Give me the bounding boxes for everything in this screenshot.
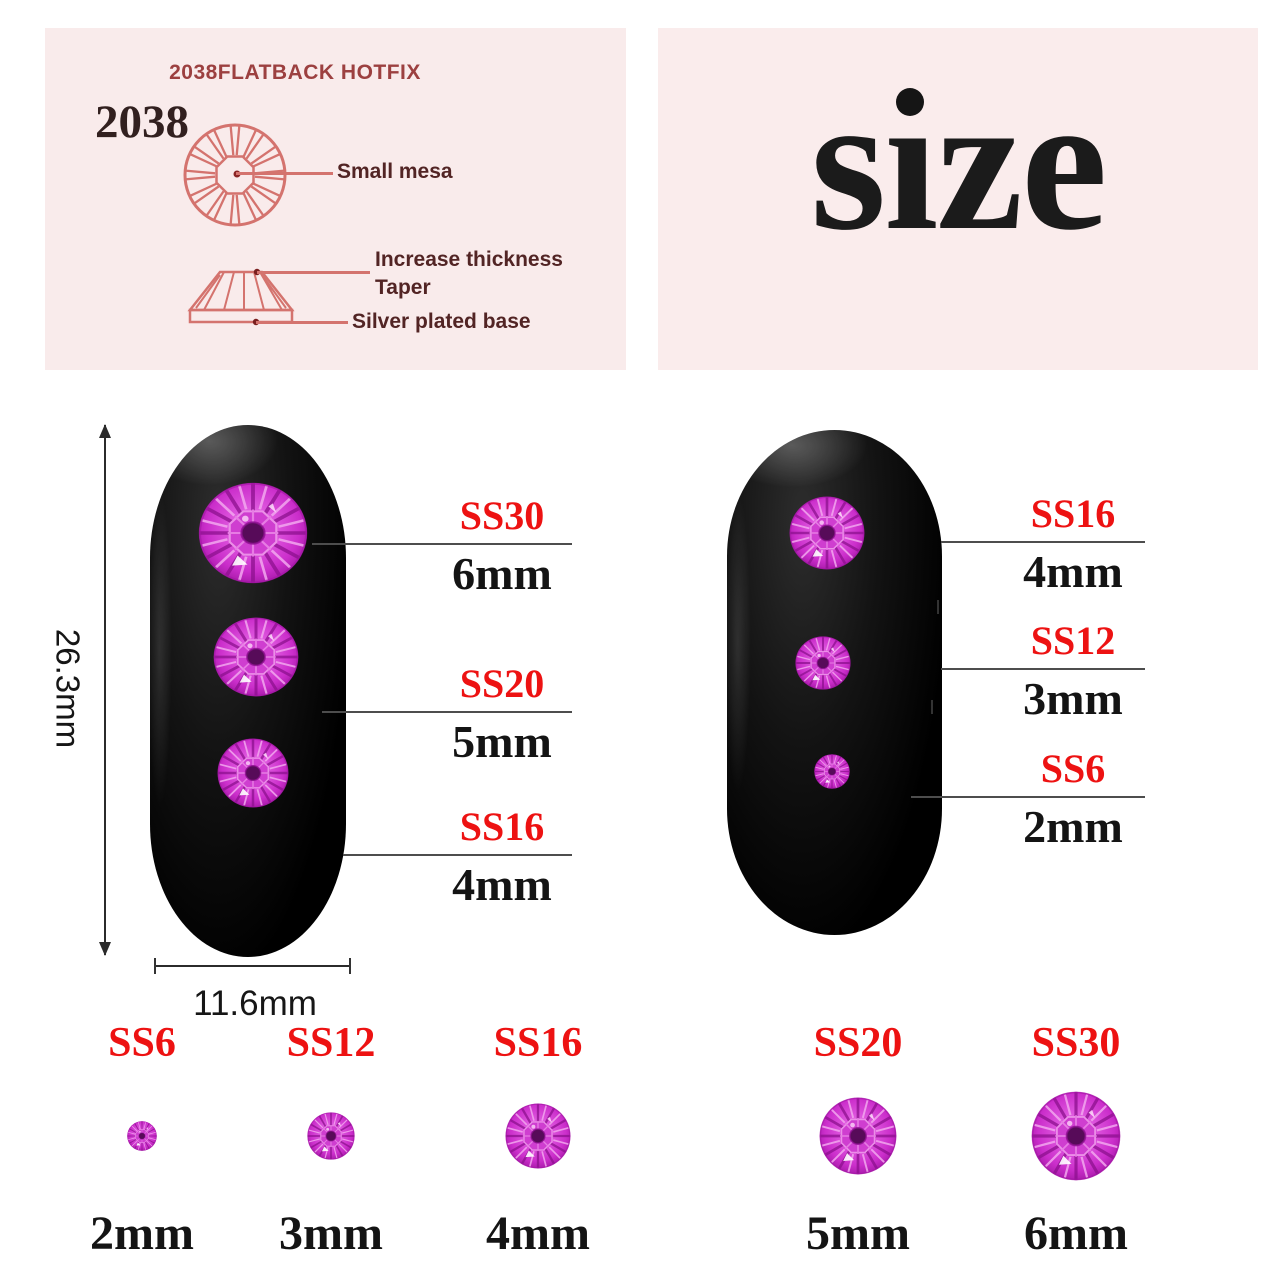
spec-panel-title: 2038FLATBACK HOTFIX: [169, 61, 421, 84]
height-dimension-arrow-top: [99, 424, 111, 438]
rhinestone-icon: [1031, 1091, 1121, 1181]
rhinestone-icon: [795, 636, 851, 690]
height-dimension-line: [104, 425, 106, 955]
rhinestone-icon: [127, 1121, 157, 1151]
small-mesa-label: Small mesa: [337, 160, 453, 183]
nail-right: [727, 430, 942, 935]
rhinestone-top-view-diagram: [183, 123, 287, 227]
callout-line: [312, 543, 572, 545]
callout-diameter: 4mm: [452, 859, 552, 910]
callout-line: [941, 668, 1145, 670]
size-chart-diameter: 6mm: [1024, 1207, 1128, 1260]
callout-size-code: SS16: [1030, 491, 1116, 536]
size-chart-diameter: 3mm: [279, 1207, 383, 1260]
size-chart-code: SS30: [1031, 1020, 1121, 1066]
callout-size-code: SS6: [1040, 746, 1106, 791]
spec-panel: 2038FLATBACK HOTFIX 2038 Small mesa Incr…: [45, 28, 626, 370]
small-mesa-leader-line: [236, 172, 333, 175]
callout-size-code: SS20: [459, 661, 545, 706]
callout-line: [343, 854, 572, 856]
width-dimension-tick-right: [349, 958, 351, 974]
size-chart-diameter: 5mm: [806, 1207, 910, 1260]
rhinestone-icon: [198, 482, 308, 584]
rhinestone-icon: [217, 738, 289, 808]
width-dimension-label: 11.6mm: [193, 984, 317, 1023]
rhinestone-icon: [819, 1097, 897, 1175]
callout-diameter: 5mm: [452, 716, 552, 767]
rhinestone-icon: [213, 617, 299, 697]
silver-plated-base-label: Silver plated base: [352, 310, 531, 333]
callout-size-code: SS16: [459, 804, 545, 849]
size-chart-code: SS20: [813, 1020, 903, 1066]
size-chart-code: SS6: [108, 1020, 176, 1066]
callout-diameter: 4mm: [1023, 546, 1123, 597]
rhinestone-icon: [789, 496, 865, 570]
size-panel: sıze: [658, 28, 1258, 370]
size-chart-code: SS16: [493, 1020, 583, 1066]
size-title: sıze: [810, 55, 1107, 271]
silver-base-leader-line: [256, 321, 348, 324]
rhinestone-icon: [814, 754, 850, 789]
size-title-dot: [896, 88, 924, 116]
height-dimension-arrow-bottom: [99, 942, 111, 956]
callout-line: [941, 541, 1145, 543]
rhinestone-icon: [505, 1103, 571, 1169]
nail-edge-tick: [931, 700, 933, 714]
taper-label: Taper: [375, 276, 431, 299]
size-chart-diameter: 2mm: [90, 1207, 194, 1260]
increase-thickness-label: Increase thickness: [375, 248, 563, 271]
model-number: 2038: [95, 96, 189, 148]
size-chart-code: SS12: [286, 1020, 376, 1066]
size-chart-diameter: 4mm: [486, 1207, 590, 1260]
width-dimension-tick-left: [154, 958, 156, 974]
height-dimension-label: 26.3mm: [49, 628, 87, 749]
nail-edge-tick: [937, 600, 939, 614]
callout-diameter: 2mm: [1023, 801, 1123, 852]
callout-size-code: SS12: [1030, 618, 1116, 663]
callout-line: [911, 796, 1145, 798]
callout-line: [322, 711, 572, 713]
rhinestone-icon: [307, 1112, 355, 1160]
callout-size-code: SS30: [459, 493, 545, 538]
callout-diameter: 6mm: [452, 548, 552, 599]
callout-diameter: 3mm: [1023, 673, 1123, 724]
increase-thickness-leader-line: [257, 271, 370, 274]
width-dimension-line: [155, 965, 351, 967]
